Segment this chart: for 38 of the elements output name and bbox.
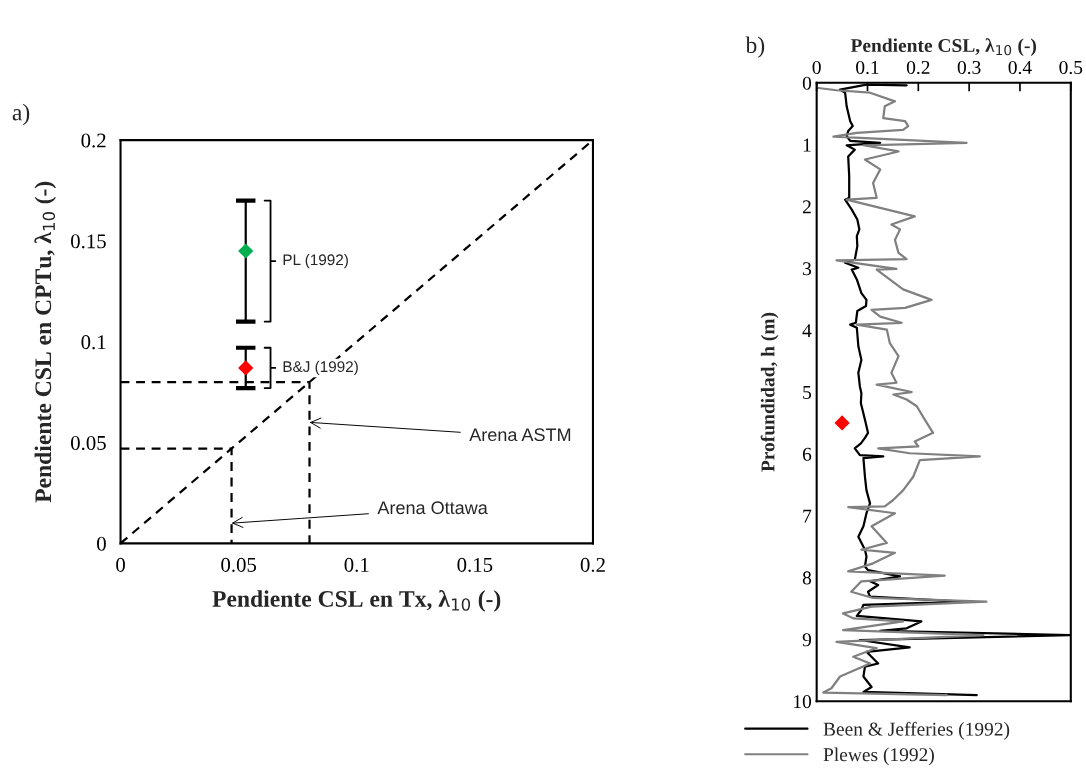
y-tick-label: 10 <box>794 695 812 709</box>
legend-label: Plewes (1992) <box>823 747 934 766</box>
y-tick-label: 5 <box>803 386 812 399</box>
y-tick-label: 0 <box>97 536 106 551</box>
y-tick-label: 0.05 <box>70 435 106 451</box>
x-tick-label: 0.2 <box>906 60 930 75</box>
y-tick-label: 9 <box>802 633 812 647</box>
y-axis-title: Profundidad, h (m) <box>760 312 779 472</box>
chart-title: b) <box>745 36 765 58</box>
y-tick-label: 0 <box>802 76 812 90</box>
x-tick-label: 0.2 <box>580 557 605 572</box>
y-tick-label: 2 <box>802 200 811 214</box>
annotation: Arena Ottawa <box>377 501 488 515</box>
x-tick-label: 0.15 <box>457 557 493 572</box>
y-tick-label: 0.15 <box>70 234 106 249</box>
annotation: PL (1992) <box>283 253 348 269</box>
y-tick-label: 7 <box>803 509 812 523</box>
x-tick-label: 0.1 <box>344 557 369 572</box>
x-axis-title: Pendiente CSL en Tx, λ$_{10}$ (-) <box>212 590 501 612</box>
chart-title: a) <box>12 103 30 126</box>
x-tick-label: 0.3 <box>957 60 981 75</box>
y-tick-label: 0.2 <box>81 133 106 148</box>
y-tick-label: 1 <box>803 138 811 152</box>
x-axis-title: Pendiente CSL, λ$_{10}$ (-) <box>850 38 1037 57</box>
legend-label: Been & Jefferies (1992) <box>823 721 1010 740</box>
y-tick-label: 8 <box>802 571 812 585</box>
y-axis-title: Pendiente CSL en CPTu, λ$_{10}$ (-) <box>34 181 56 503</box>
x-tick-label: 0.05 <box>221 557 257 572</box>
y-tick-label: 4 <box>802 324 812 337</box>
y-tick-label: 6 <box>802 447 812 461</box>
x-tick-label: 0.4 <box>1008 60 1032 75</box>
x-tick-label: 0 <box>116 557 125 572</box>
annotation: B&J (1992) <box>283 360 358 376</box>
x-tick-label: 0.1 <box>856 60 879 75</box>
x-tick-label: 0.5 <box>1059 60 1083 75</box>
annotation: Arena ASTM <box>469 428 571 442</box>
y-tick-label: 3 <box>803 262 812 276</box>
y-tick-label: 0.1 <box>81 335 106 350</box>
